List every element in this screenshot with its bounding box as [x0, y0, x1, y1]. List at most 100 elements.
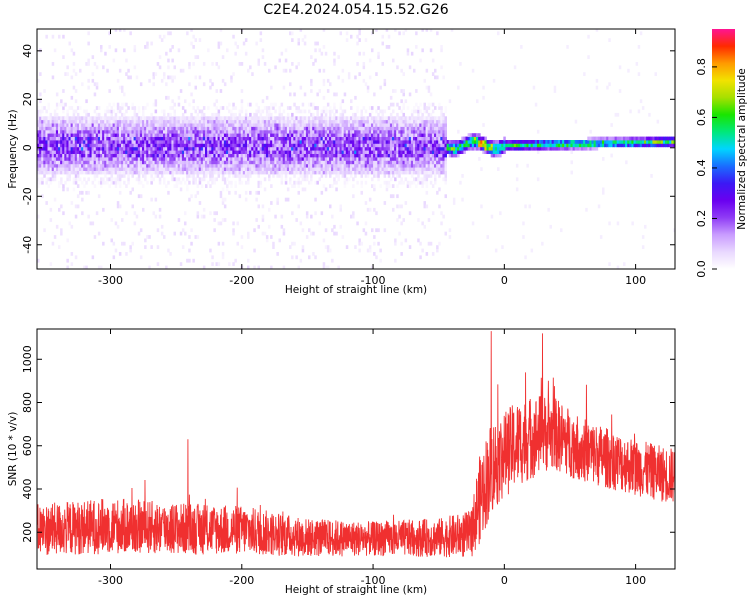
- spectrogram-cell: [492, 146, 496, 151]
- spectrogram-cell: [347, 136, 351, 141]
- spectrogram-cell: [173, 143, 176, 148]
- spectrogram-cell: [289, 177, 292, 182]
- spectrogram-cell: [354, 150, 357, 154]
- spectrogram-cell: [440, 106, 443, 110]
- spectrogram-cell: [402, 153, 405, 158]
- spectrogram-cell: [39, 170, 42, 175]
- spectrogram-cell: [154, 170, 158, 175]
- spectrogram-cell: [156, 163, 160, 168]
- spectrogram-cell: [265, 126, 269, 131]
- spectrogram-cell: [545, 143, 548, 148]
- spectrogram-cell: [53, 150, 57, 154]
- spectrogram-cell: [530, 248, 534, 253]
- spectrogram-cell: [364, 129, 368, 134]
- spectrogram-cell: [196, 211, 200, 216]
- spectrogram-cell: [303, 129, 307, 134]
- spectrogram-cell: [108, 123, 111, 127]
- spectrogram-cell: [377, 112, 380, 117]
- spectrogram-cell: [326, 245, 330, 249]
- spectrogram-cell: [326, 109, 330, 114]
- spectrogram-cell: [350, 129, 353, 134]
- spectrogram-cell: [425, 160, 429, 165]
- spectrogram-cell: [362, 163, 366, 168]
- spectrogram-cell: [408, 245, 412, 249]
- spectrogram-cell: [585, 146, 588, 151]
- spectrogram-cell: [87, 150, 90, 154]
- spectrogram-cell: [406, 48, 410, 53]
- spectrogram-cell: [518, 143, 521, 148]
- spectrogram-cell: [66, 258, 69, 263]
- spectrogram-cell: [234, 112, 237, 117]
- spectrogram-cell: [318, 140, 321, 144]
- spectrogram-cell: [247, 157, 250, 161]
- spectrogram-cell: [389, 184, 393, 188]
- spectrogram-cell: [200, 119, 204, 124]
- spectrogram-cell: [547, 146, 550, 151]
- spectrogram-cell: [165, 265, 168, 269]
- spectrogram-cell: [156, 228, 160, 233]
- spectrogram-cell: [83, 109, 86, 114]
- spectrogram-cell: [339, 153, 342, 158]
- spectrogram-cell: [238, 140, 242, 144]
- spectrogram-cell: [421, 163, 424, 168]
- spectrogram-cell: [305, 126, 309, 131]
- spectrogram-cell: [81, 150, 84, 154]
- spectrogram-cell: [184, 167, 187, 171]
- spectrogram-cell: [282, 153, 286, 158]
- spectrogram-cell: [186, 258, 189, 263]
- spectrogram-cell: [58, 163, 61, 168]
- spectrogram-cell: [335, 170, 338, 175]
- spectrogram-cell: [272, 136, 275, 141]
- spectrogram-cell: [179, 146, 183, 151]
- spectrogram-cell: [406, 146, 410, 151]
- spectrogram-cell: [68, 41, 71, 46]
- spectrogram-cell: [76, 146, 80, 151]
- spectrogram-cell: [158, 34, 162, 39]
- spectrogram-cell: [230, 75, 233, 80]
- spectrogram-cell: [410, 174, 414, 178]
- spectrogram-cell: [333, 177, 336, 182]
- spectrogram-cell: [93, 157, 97, 161]
- spectrogram-cell: [45, 116, 48, 121]
- spectrogram-cell: [343, 146, 347, 151]
- spectrogram-cell: [205, 167, 208, 171]
- spectrogram-cell: [125, 184, 128, 188]
- spectrogram-cell: [108, 170, 111, 175]
- spectrogram-cell: [106, 170, 109, 175]
- spectrogram-cell: [240, 157, 244, 161]
- spectrogram-cell: [431, 150, 435, 154]
- spectrogram-cell: [186, 184, 189, 188]
- spectrogram-cell: [188, 62, 191, 66]
- spectrogram-cell: [41, 180, 44, 185]
- spectrogram-cell: [200, 163, 204, 168]
- spectrogram-cell: [181, 146, 185, 151]
- spectrogram-cell: [186, 143, 189, 148]
- spectrogram-cell: [158, 207, 162, 212]
- spectrogram-cell: [213, 146, 216, 151]
- spectrogram-cell: [303, 153, 307, 158]
- spectrogram-cell: [211, 174, 214, 178]
- spectrogram-cell: [165, 146, 168, 151]
- spectrogram-cell: [450, 143, 454, 148]
- spectrogram-cell: [299, 153, 303, 158]
- spectrogram-cell: [51, 167, 55, 171]
- spectrogram-cell: [343, 163, 347, 168]
- spectrogram-cell: [278, 160, 281, 165]
- spectrogram-cell: [226, 116, 229, 121]
- spectrogram-cell: [463, 146, 466, 151]
- spectrogram-cell: [223, 123, 227, 127]
- spectrogram-cell: [74, 119, 78, 124]
- spectrogram-cell: [404, 163, 408, 168]
- spectrogram-cell: [116, 123, 120, 127]
- spectrogram-cell: [408, 136, 412, 141]
- spectrogram-cell: [284, 123, 288, 127]
- spectrogram-cell: [423, 136, 426, 141]
- spectrogram-cell: [486, 143, 489, 148]
- spectrogram-cell: [341, 133, 345, 137]
- spectrogram-cell: [350, 214, 353, 219]
- spectrogram-cell: [284, 167, 288, 171]
- spectrogram-cell: [486, 235, 489, 239]
- spectrogram-cell: [167, 65, 170, 70]
- spectrogram-cell: [70, 133, 74, 137]
